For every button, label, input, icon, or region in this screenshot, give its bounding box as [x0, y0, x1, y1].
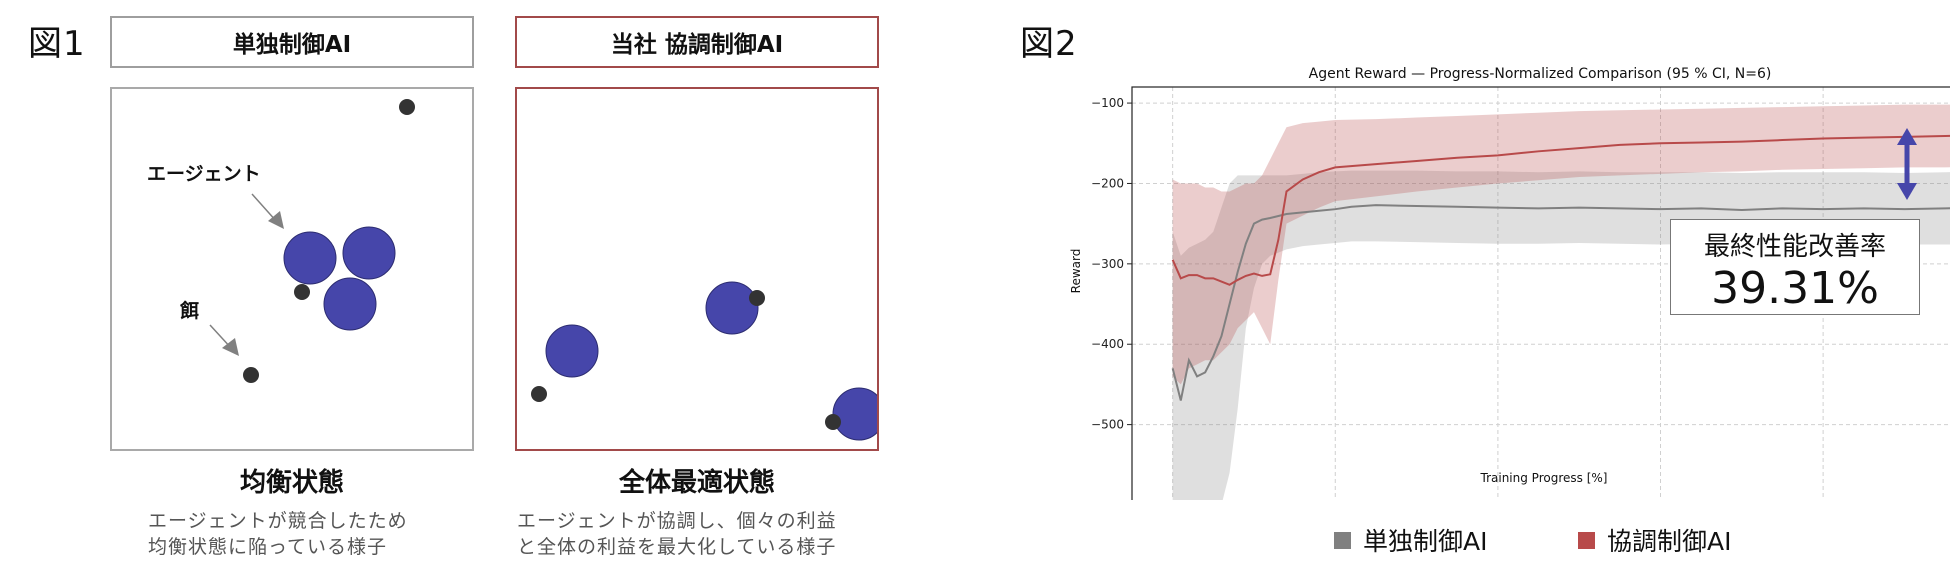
optimal-scene	[531, 281, 877, 441]
agent-circle	[342, 226, 396, 280]
chart-title: Agent Reward — Progress-Normalized Compa…	[1309, 66, 1772, 82]
optimal-desc-line1: エージェントが協調し、個々の利益	[517, 510, 837, 532]
legend-swatch-coop	[1578, 531, 1595, 549]
agent-circle	[832, 387, 877, 441]
series-line-coop	[1171, 134, 1950, 286]
y-tick-label: −200	[1091, 176, 1124, 190]
figure1-label: 図1	[28, 24, 86, 64]
equilibrium-description: エージェントが競合したため 均衡状態に陥っている様子	[148, 508, 408, 560]
plot-frame	[1131, 86, 1950, 500]
agent-callout-arrowhead	[268, 211, 284, 229]
y-tick-label: −100	[1091, 96, 1124, 110]
equilibrium-scene	[209, 99, 415, 383]
y-axis-label: Reward	[1069, 249, 1083, 294]
agent-circle	[323, 277, 377, 331]
coop-ai-header: 当社 協調制御AI	[515, 16, 879, 68]
food-dot	[749, 290, 765, 306]
confidence-band-coop	[1172, 104, 1950, 385]
optimal-desc-line2: と全体の利益を最大化している様子	[517, 536, 837, 558]
agent-circle	[545, 324, 599, 378]
y-tick-label: −400	[1091, 337, 1124, 351]
legend-item-coop: 協調制御AI	[1578, 522, 1731, 558]
agent-circle	[705, 281, 759, 335]
legend-label-coop: 協調制御AI	[1607, 527, 1732, 556]
optimal-title: 全体最適状態	[618, 468, 775, 498]
equilibrium-title: 均衡状態	[239, 468, 344, 498]
y-tick-label: −500	[1091, 418, 1124, 432]
axis-ticks: 020406080100−100−200−300−400−500−600	[1091, 96, 1132, 500]
y-tick-label: −300	[1091, 257, 1124, 271]
agent-callout-label: エージェント	[147, 163, 261, 185]
equilibrium-desc-line1: エージェントが競合したため	[148, 510, 408, 532]
optimal-panel	[515, 87, 879, 451]
legend-label-solo: 単独制御AI	[1363, 527, 1488, 556]
food-dot	[399, 99, 415, 115]
figure2-label: 図2	[1020, 24, 1078, 64]
y-tick-label: −600	[1091, 498, 1124, 500]
series-line-solo	[1171, 204, 1950, 401]
series-lines	[1171, 134, 1950, 401]
food-dot	[825, 414, 841, 430]
improvement-arrow	[1897, 128, 1917, 200]
chart-grid	[1132, 87, 1950, 500]
food-dot	[531, 386, 547, 402]
improvement-box: 最終性能改善率 39.31%	[1670, 219, 1920, 315]
legend-item-solo: 単独制御AI	[1334, 522, 1487, 558]
equilibrium-desc-line2: 均衡状態に陥っている様子	[148, 536, 388, 558]
food-callout-arrowhead	[222, 338, 239, 356]
confidence-band-solo	[1172, 170, 1950, 500]
legend-swatch-solo	[1334, 531, 1351, 549]
food-dot	[243, 367, 259, 383]
improvement-label: 最終性能改善率	[1703, 232, 1886, 262]
agent-circle	[283, 231, 337, 285]
confidence-bands	[1172, 104, 1950, 500]
reward-chart: Agent Reward — Progress-Normalized Compa…	[1069, 66, 1950, 500]
improvement-value: 39.31%	[1711, 263, 1879, 314]
equilibrium-panel: エージェント 餌	[110, 87, 474, 451]
food-dot	[294, 284, 310, 300]
x-axis-label: Training Progress [%]	[1480, 471, 1608, 485]
solo-ai-header: 単独制御AI	[110, 16, 474, 68]
food-callout-label: 餌	[180, 300, 200, 322]
optimal-description: エージェントが協調し、個々の利益 と全体の利益を最大化している様子	[517, 508, 837, 560]
